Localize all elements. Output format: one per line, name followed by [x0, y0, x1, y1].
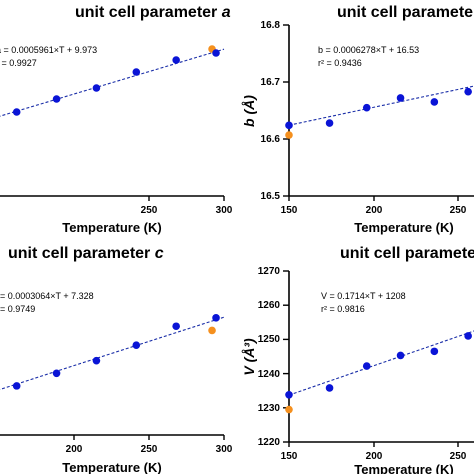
panel-b-data-point [430, 98, 439, 106]
panel-d-data-point [325, 384, 334, 392]
panel-c-xtick-label: 300 [216, 444, 233, 455]
panel-d-highlight-point [285, 405, 293, 414]
panel-b-equation: b = 0.0006278×T + 16.53 [318, 45, 419, 55]
panel-c-data-point [172, 322, 180, 331]
panel-b-xtick-label: 250 [450, 205, 467, 216]
panel-c-xtick-label: 250 [141, 444, 158, 455]
panel-b-xtick-label: 150 [281, 205, 298, 216]
panel-c-r2: = 0.9749 [0, 304, 35, 314]
panel-d-equation: V = 0.1714×T + 1208 [321, 291, 406, 301]
panel-c-highlight-point [208, 326, 216, 335]
panel-d: unit cell paramete 1220 1230 1240 1250 1… [241, 245, 474, 474]
panel-d-title: unit cell paramete [340, 245, 474, 262]
panel-a-data-point [12, 108, 21, 116]
panel-a: unit cell parameter a 250 300 Temperatur… [0, 4, 233, 235]
panel-c-title: unit cell parameter c [8, 245, 164, 262]
panel-d-xtick-label: 200 [366, 451, 383, 462]
panel-c-fit-line [0, 316, 225, 391]
panel-d-data-point [464, 332, 472, 340]
panel-d-xtick-label: 150 [281, 451, 298, 462]
panel-b-data-point [285, 121, 293, 130]
panel-d-ytick-label: 1270 [258, 266, 281, 277]
panel-b-data-point [325, 119, 334, 127]
panel-d-ytick-label: 1260 [258, 300, 281, 311]
panel-d-ytick-label: 1220 [258, 437, 281, 448]
panel-b-points [285, 87, 472, 139]
panel-b-ytick-label: 16.8 [261, 20, 281, 31]
panel-a-data-point [92, 84, 101, 92]
panel-a-xtick-label: 250 [141, 205, 158, 216]
panel-d-xtick-label: 250 [450, 451, 467, 462]
panel-b-fit-line [288, 85, 474, 126]
panel-d-data-point [430, 347, 439, 356]
panel-b-ytick-label: 16.6 [261, 134, 281, 145]
panel-a-points [12, 45, 220, 116]
panel-c-data-point [12, 382, 21, 390]
panel-b-r2: r² = 0.9436 [318, 58, 362, 68]
panel-a-xtick-label: 300 [216, 205, 233, 216]
panel-d-data-point [362, 362, 371, 370]
panel-d-y-label: V (Å³) [241, 338, 257, 376]
panel-b-data-point [464, 87, 472, 96]
panel-c-data-point [92, 356, 101, 365]
panel-c-xtick-label: 200 [66, 444, 83, 455]
panel-a-title: unit cell parameter a [75, 4, 231, 21]
panel-b-title: unit cell paramete [337, 4, 473, 21]
panel-b-y-label: b (Å) [241, 95, 257, 127]
panel-b-data-point [396, 94, 405, 102]
panel-c-data-point [212, 314, 220, 322]
panel-b-data-point [362, 103, 371, 112]
panel-b: unit cell paramete 16.5 16.6 16.7 16.8 1… [241, 4, 474, 235]
panel-d-points [285, 332, 472, 414]
panel-d-data-point [285, 391, 293, 399]
panel-c-equation: = 0.0003064×T + 7.328 [0, 291, 94, 301]
panel-d-fit-line [288, 330, 474, 396]
panel-c: unit cell parameter c 200 250 300 Temper… [0, 245, 233, 474]
panel-b-xtick-label: 200 [366, 205, 383, 216]
panel-b-x-label: Temperature (K) [354, 220, 453, 235]
panel-b-highlight-point [285, 131, 293, 139]
panel-d-data-point [396, 351, 405, 360]
panel-b-ytick-label: 16.5 [261, 191, 281, 202]
panel-a-r2: ² = 0.9927 [0, 58, 37, 68]
panel-a-data-point [132, 68, 141, 76]
panel-a-data-point [172, 56, 180, 64]
panel-d-x-label: Temperature (K) [354, 462, 453, 474]
panel-c-data-point [52, 369, 61, 378]
panel-d-ytick-label: 1240 [258, 369, 281, 380]
panel-a-x-label: Temperature (K) [62, 220, 161, 235]
panel-c-x-label: Temperature (K) [62, 460, 161, 474]
panel-a-data-point [52, 95, 61, 103]
panel-b-ytick-label: 16.7 [261, 77, 281, 88]
panel-d-ytick-label: 1230 [258, 403, 281, 414]
panel-d-ytick-label: 1250 [258, 334, 281, 345]
panel-a-data-point [212, 49, 220, 57]
panel-c-data-point [132, 341, 141, 349]
panel-c-points [12, 314, 220, 390]
panel-a-equation: a = 0.0005961×T + 9.973 [0, 45, 97, 55]
panel-d-r2: r² = 0.9816 [321, 304, 365, 314]
